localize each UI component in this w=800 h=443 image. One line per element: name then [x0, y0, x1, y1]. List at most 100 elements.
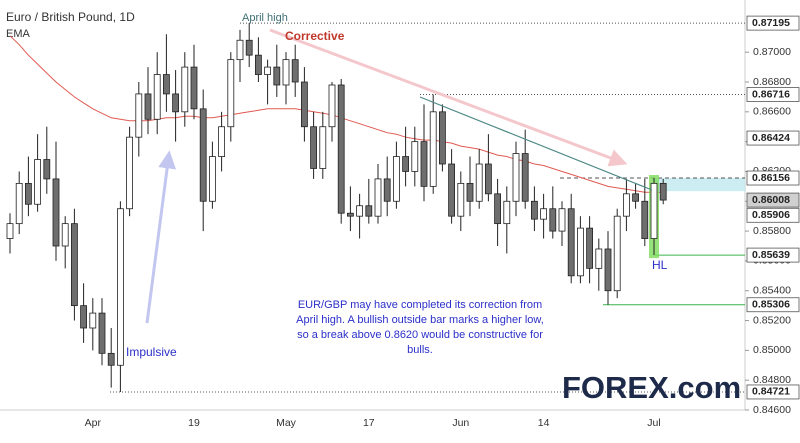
x-tick-label: Apr	[85, 417, 102, 429]
note-line: bulls.	[407, 344, 433, 356]
x-tick-label: Jun	[452, 417, 469, 429]
corrective-arrow	[269, 28, 628, 167]
hl-label: HL	[652, 258, 668, 272]
price-box-label: 0.86156	[752, 172, 790, 184]
candle-body	[494, 193, 502, 225]
candle-body	[540, 208, 547, 220]
candle-body	[107, 352, 115, 366]
logo: FOREX.com	[562, 370, 741, 405]
candle-body	[135, 93, 143, 138]
trendline	[419, 96, 653, 191]
candle-body	[448, 163, 456, 217]
candle-body	[613, 215, 621, 292]
price-box	[746, 130, 800, 146]
price-box	[746, 384, 800, 400]
candle-body	[466, 182, 474, 202]
candle-body	[659, 182, 667, 201]
note-line: EUR/GBP may have completed its correctio…	[298, 299, 542, 311]
price-box-label: 0.87195	[752, 17, 790, 29]
candle-body	[264, 66, 272, 75]
candle-body	[356, 205, 364, 217]
candle-body	[577, 227, 584, 277]
note-line: so a break above 0.8620 would be constru…	[297, 329, 543, 341]
candle-body	[383, 178, 391, 202]
candle-body	[181, 66, 189, 113]
ema-line	[9, 35, 664, 193]
candle-body	[438, 111, 446, 165]
candle-body	[604, 248, 612, 292]
indicator-label: EMA	[6, 28, 31, 40]
y-tick-label: 0.85800	[753, 225, 791, 237]
x-tick-label: 14	[538, 417, 550, 429]
x-tick-label: 17	[363, 417, 375, 429]
note-line: April high. A bullish outside bar marks …	[296, 314, 544, 326]
candle-body	[98, 312, 106, 354]
candle-body	[623, 193, 630, 217]
candle-body	[15, 182, 23, 225]
candle-body	[282, 59, 290, 86]
april-high-label: April high	[242, 12, 288, 24]
candle-body	[144, 93, 152, 120]
price-box-label: 0.86008	[752, 194, 790, 206]
y-tick-label: 0.85200	[753, 314, 791, 326]
candle-body	[172, 93, 180, 113]
candle-body	[567, 208, 575, 277]
corrective-label: Corrective	[285, 29, 345, 43]
candle-body	[310, 126, 318, 169]
price-box	[746, 297, 800, 313]
candle-body	[650, 182, 658, 239]
candle-body	[475, 163, 483, 202]
candle-body	[291, 59, 299, 83]
y-tick-label: 0.85000	[753, 344, 791, 356]
candle-body	[52, 178, 60, 247]
candle-body	[586, 227, 593, 269]
candle-body	[595, 248, 603, 269]
candle-body	[521, 153, 529, 202]
candle-body	[218, 126, 226, 157]
x-tick-label: Jul	[647, 417, 660, 429]
price-box-label: 0.86716	[752, 88, 790, 100]
candle-body	[24, 182, 32, 205]
candle-body	[61, 223, 69, 247]
candle-body	[337, 84, 345, 214]
candle-body	[245, 39, 253, 56]
price-box-label: 0.85306	[752, 299, 790, 311]
candle-body	[190, 66, 198, 110]
candle-body	[254, 54, 262, 75]
y-tick-label: 0.86600	[753, 106, 791, 118]
price-box-label: 0.84721	[752, 386, 790, 398]
price-box	[746, 192, 800, 208]
candle-body	[411, 141, 419, 172]
candle-body	[392, 156, 400, 202]
x-tick-label: May	[276, 417, 297, 429]
candle-body	[117, 208, 124, 366]
candle-body	[365, 205, 373, 217]
candle-body	[402, 156, 410, 172]
candle-body	[6, 223, 14, 239]
candle-body	[126, 136, 133, 210]
candle-body	[227, 59, 235, 128]
candle-body	[300, 81, 308, 128]
candle-body	[503, 200, 511, 225]
candle-body	[89, 312, 97, 329]
chart-title: Euro / British Pound, 1D	[6, 10, 135, 24]
candle-body	[512, 153, 520, 202]
candle-body	[34, 159, 41, 205]
y-tick-label: 0.85400	[753, 285, 791, 297]
candle-body	[43, 159, 51, 180]
candle-body	[484, 163, 492, 195]
candle-body	[531, 200, 538, 220]
price-box	[746, 207, 800, 223]
candle-body	[319, 126, 327, 169]
price-box-label: 0.85639	[752, 249, 790, 261]
candle-body	[80, 305, 87, 329]
candle-body	[273, 66, 281, 86]
zone	[652, 178, 745, 192]
plot: 0.84600 0.84800 0.85000 0.85200 0.85400 0.856…	[6, 22, 791, 429]
y-tick-label: 0.87000	[753, 46, 791, 58]
candle-body	[429, 111, 437, 187]
y-tick-label: 0.86800	[753, 76, 791, 88]
candle-body	[153, 74, 161, 120]
